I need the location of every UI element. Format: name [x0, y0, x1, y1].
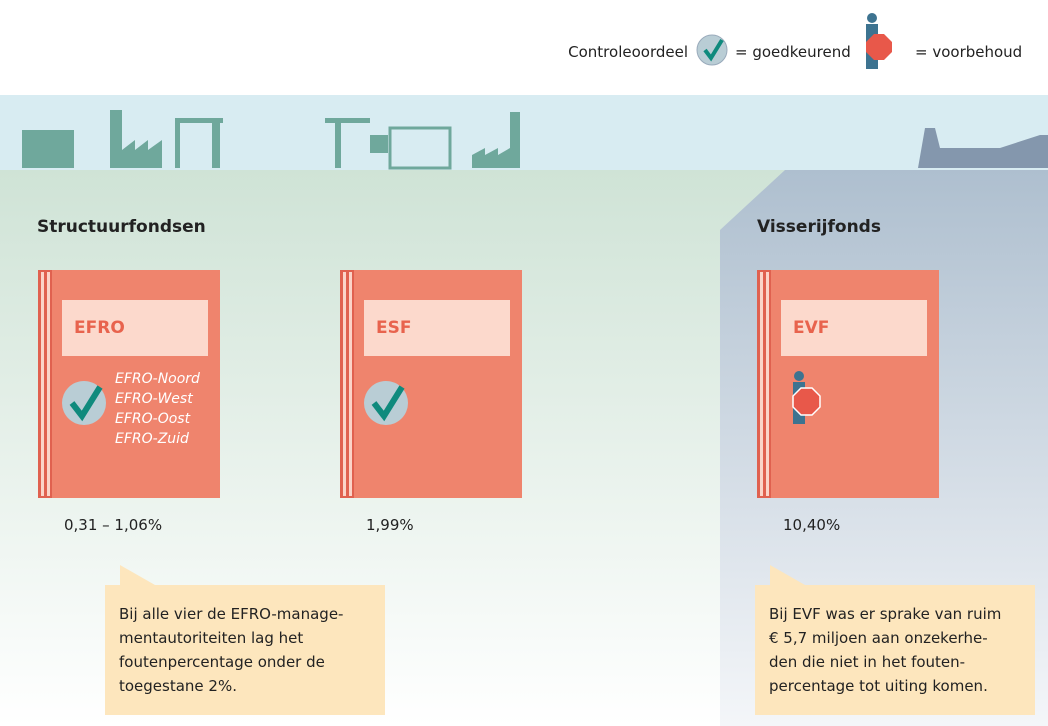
section-title: Structuurfondsen	[37, 217, 206, 237]
section-title: Visserijfonds	[757, 217, 881, 237]
book-label	[62, 300, 208, 356]
book-page	[766, 272, 769, 496]
check-icon	[364, 381, 408, 425]
book-label	[781, 300, 927, 356]
legend-reservation: = voorbehoud	[915, 43, 1022, 61]
skyline	[22, 110, 1048, 170]
check-mark	[371, 385, 405, 422]
fund-percentage: 0,31 – 1,06%	[64, 516, 162, 534]
sub-fund: EFRO-Zuid	[115, 431, 189, 447]
check-mark	[69, 385, 103, 422]
legend-approved: = goedkeurend	[735, 43, 851, 61]
book-label	[364, 300, 510, 356]
callout-text: percentage tot uiting komen.	[769, 677, 988, 695]
book-spine	[757, 270, 773, 498]
callout-pointer	[770, 565, 805, 585]
callout-text: € 5,7 miljoen aan onzekerhe-	[769, 629, 988, 647]
check-icon	[696, 34, 728, 66]
callout-pointer	[120, 565, 155, 585]
sub-fund: EFRO-West	[115, 391, 193, 407]
book-page	[41, 272, 44, 496]
callout-text: toegestane 2%.	[119, 677, 237, 695]
sub-fund: EFRO-Oost	[115, 411, 191, 427]
book-page	[47, 272, 50, 496]
check-icon	[62, 381, 106, 425]
callout-text: den die niet in het fouten-	[769, 653, 965, 671]
callout-box	[105, 585, 385, 715]
stop-sign	[792, 387, 821, 416]
book-page	[760, 272, 763, 496]
book-page	[349, 272, 352, 496]
fund-percentage: 1,99%	[366, 516, 414, 534]
callout-text: Bij EVF was er sprake van ruim	[769, 605, 1001, 623]
fund-name: ESF	[376, 318, 411, 338]
callout-text: mentautoriteiten lag het	[119, 629, 303, 647]
legend-label: Controleoordeel	[568, 43, 688, 61]
fund-name: EFRO	[74, 318, 125, 338]
book-page	[343, 272, 346, 496]
book-spine	[340, 270, 356, 498]
stop-icon	[792, 371, 821, 424]
callout-text: foutenpercentage onder de	[119, 653, 325, 671]
stop-man-head	[794, 371, 804, 381]
book-spine	[38, 270, 54, 498]
callout-text: Bij alle vier de EFRO-manage-	[119, 605, 343, 623]
callout-box	[755, 585, 1035, 715]
fund-name: EVF	[793, 318, 829, 338]
sky	[0, 95, 1048, 170]
fund-percentage: 10,40%	[783, 516, 840, 534]
stop-icon	[866, 13, 892, 69]
sub-fund: EFRO-Noord	[115, 371, 200, 387]
